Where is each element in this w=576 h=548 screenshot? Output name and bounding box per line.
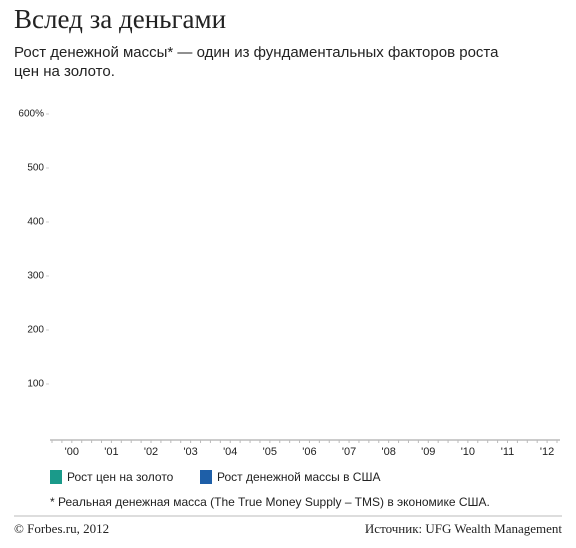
y-tick-label: 100: [27, 379, 44, 390]
x-tick-label: '04: [223, 446, 237, 458]
y-tick-label: 500: [27, 163, 44, 174]
subtitle: цен на золото.: [14, 63, 115, 80]
footnote: * Реальная денежная масса (The True Mone…: [50, 495, 490, 509]
x-tick-label: '08: [381, 446, 395, 458]
x-tick-label: '03: [183, 446, 197, 458]
chart-title: Вслед за деньгами: [14, 4, 226, 34]
subtitle: Рост денежной массы* — один из фундамент…: [14, 44, 499, 61]
x-tick-label: '11: [501, 446, 515, 458]
credit: © Forbes.ru, 2012: [14, 521, 109, 536]
source: Источник: UFG Wealth Management: [365, 521, 562, 536]
x-tick-label: '06: [302, 446, 316, 458]
x-tick-label: '07: [342, 446, 356, 458]
x-tick-label: '09: [421, 446, 435, 458]
x-tick-label: '02: [144, 446, 158, 458]
legend-label: Рост цен на золото: [67, 470, 174, 484]
x-tick-label: '01: [104, 446, 118, 458]
x-tick-label: '12: [540, 446, 554, 458]
legend-label: Рост денежной массы в США: [217, 470, 380, 484]
y-tick-label: 300: [27, 271, 44, 282]
x-tick-label: '00: [65, 446, 79, 458]
y-tick-label: 600%: [18, 109, 44, 120]
legend-swatch: [50, 470, 62, 484]
y-tick-label: 400: [27, 217, 44, 228]
x-tick-label: '05: [263, 446, 277, 458]
legend-swatch: [200, 470, 212, 484]
y-tick-label: 200: [27, 325, 44, 336]
x-tick-label: '10: [461, 446, 475, 458]
